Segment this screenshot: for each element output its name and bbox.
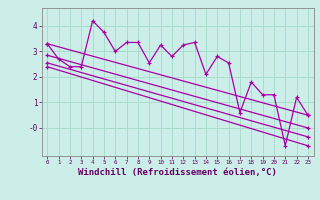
X-axis label: Windchill (Refroidissement éolien,°C): Windchill (Refroidissement éolien,°C): [78, 168, 277, 177]
